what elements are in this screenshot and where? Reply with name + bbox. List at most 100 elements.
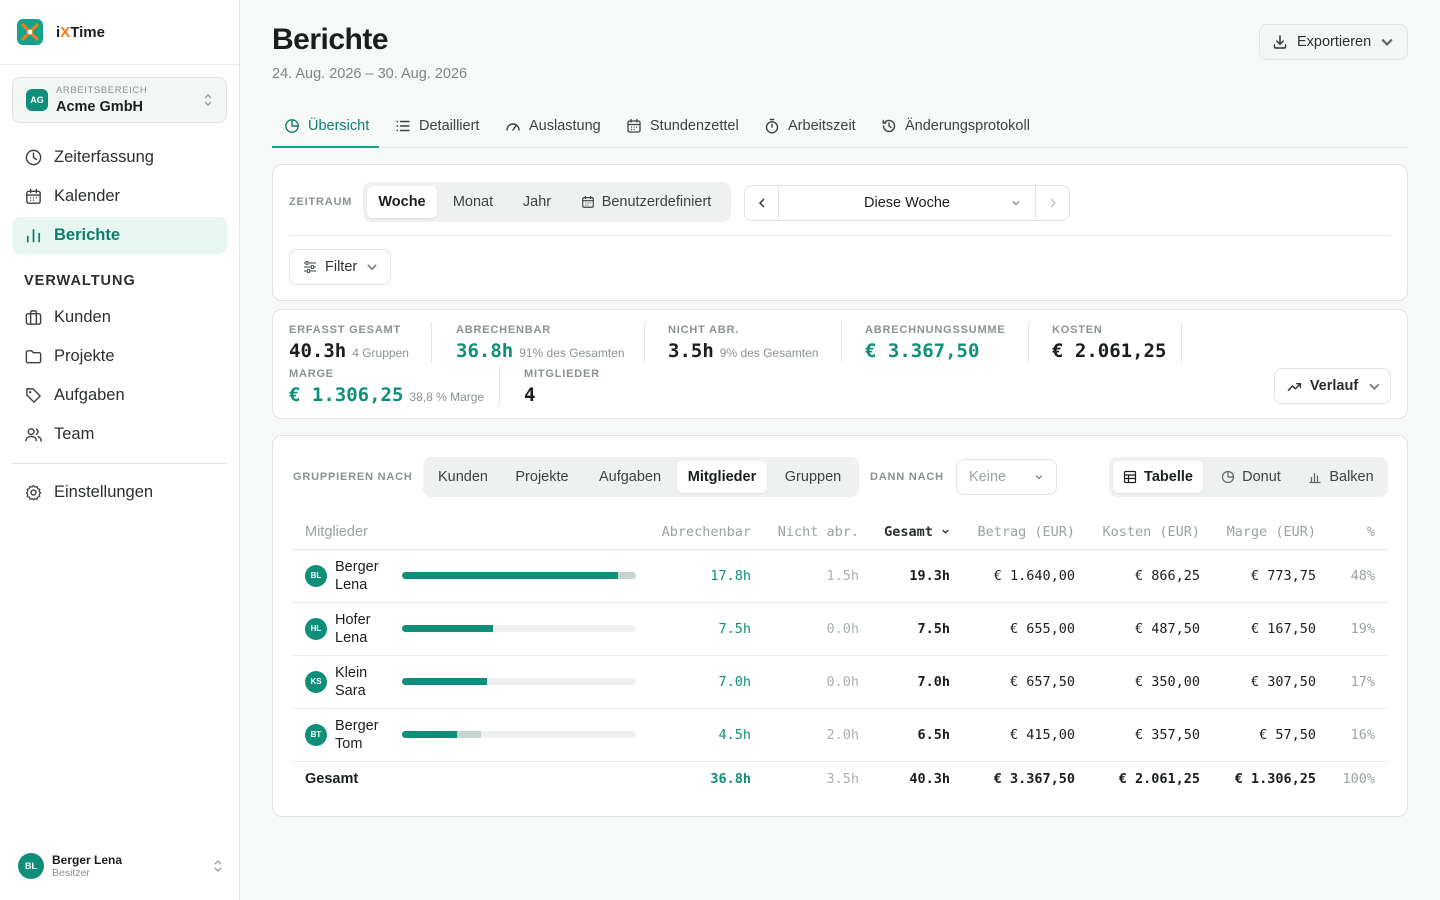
stat-hint: 38,8 % Marge — [409, 390, 485, 404]
stat-hint: 91% des Gesamten — [519, 346, 625, 360]
download-icon — [1273, 35, 1287, 49]
view-donut[interactable]: Donut — [1207, 461, 1295, 493]
calendar-icon — [26, 188, 41, 204]
list-icon — [396, 120, 410, 132]
table-row[interactable]: HL Hofer Lena 7.5h 0.0h 7.5h € 655,00 € … — [293, 602, 1387, 656]
app-name-x: X — [60, 23, 71, 41]
sidebar-item-team[interactable]: Team — [12, 416, 227, 453]
sidebar-item-label: Aufgaben — [54, 386, 125, 404]
users-icon — [25, 428, 42, 442]
table-row[interactable]: BT Berger Tom 4.5h 2.0h 6.5h € 415,00 € … — [293, 708, 1387, 762]
group-by-mitglieder[interactable]: Mitglieder — [677, 461, 767, 493]
column-header-gesamt[interactable]: Gesamt — [871, 516, 962, 550]
table-row[interactable]: KS Klein Sara 7.0h 0.0h 7.0h € 657,50 € … — [293, 655, 1387, 709]
group-by-projekte[interactable]: Projekte — [515, 469, 569, 485]
period-select[interactable]: Diese Woche — [778, 186, 1036, 220]
sidebar-item-kalender[interactable]: Kalender — [12, 178, 227, 215]
period-navigator: Diese Woche — [744, 185, 1070, 221]
member-name: Hofer Lena — [335, 611, 371, 646]
user-name: Berger Lena — [52, 853, 123, 867]
view-label: Donut — [1242, 469, 1281, 485]
period-divider — [289, 235, 1391, 236]
clock-icon — [25, 149, 42, 166]
column-header-mitglieder[interactable]: Mitglieder — [293, 516, 639, 550]
page-title: Berichte — [272, 23, 389, 56]
period-label: ZEITRAUM — [289, 196, 353, 208]
then-by-select[interactable]: Keine — [956, 459, 1057, 495]
sidebar-item-berichte[interactable]: Berichte — [12, 217, 227, 254]
sidebar-item-projekte[interactable]: Projekte — [12, 338, 227, 375]
sidebar-item-zeiterfassung[interactable]: Zeiterfassung — [12, 139, 227, 176]
view-tabelle[interactable]: Tabelle — [1113, 461, 1203, 493]
trend-label: Verlauf — [1309, 378, 1359, 394]
stat-value: 36.8h — [456, 340, 514, 362]
workspace-switcher[interactable]: AG ARBEITSBEREICH Acme GmbH — [12, 77, 227, 123]
column-header-marge[interactable]: Marge (EUR) — [1212, 516, 1328, 550]
member-cell: HL Hofer Lena — [293, 602, 639, 656]
user-menu[interactable]: BL Berger Lena Besitzer — [18, 853, 223, 880]
total-label: Gesamt — [293, 760, 639, 797]
tab-label: Stundenzettel — [650, 118, 739, 134]
period-option-benutzerdefiniert[interactable]: Benutzerdefiniert — [569, 186, 723, 218]
percent-cell: 17% — [1328, 655, 1387, 709]
sidebar-item-kunden[interactable]: Kunden — [12, 299, 227, 336]
tab-detailliert[interactable]: Detailliert — [395, 105, 479, 147]
table-icon — [1123, 470, 1137, 484]
stat-value: € 3.367,50 — [865, 340, 980, 362]
column-header-betrag[interactable]: Betrag (EUR) — [962, 516, 1087, 550]
chevron-left-icon — [758, 198, 765, 208]
tab-stundenzettel[interactable]: Stundenzettel — [626, 105, 739, 147]
group-by-aufgaben[interactable]: Aufgaben — [598, 469, 662, 485]
column-header-kosten[interactable]: Kosten (EUR) — [1087, 516, 1212, 550]
chevron-down-icon — [367, 264, 378, 271]
tab-label: Änderungsprotokoll — [905, 118, 1030, 134]
avatar: KS — [305, 670, 327, 693]
export-button[interactable]: Exportieren — [1259, 24, 1408, 60]
tab-arbeitszeit[interactable]: Arbeitszeit — [764, 105, 856, 147]
non-billable-cell: 0.0h — [763, 655, 871, 709]
member-name: Berger Lena — [335, 558, 379, 593]
next-period-button[interactable] — [1036, 186, 1069, 220]
chevron-up-down-icon — [213, 859, 223, 876]
group-by-gruppen[interactable]: Gruppen — [784, 469, 842, 485]
filter-button[interactable]: Filter — [289, 249, 391, 285]
hours-bar — [402, 678, 636, 685]
cost-cell: € 350,00 — [1087, 655, 1212, 709]
amount-cell: € 415,00 — [962, 708, 1087, 762]
sidebar-item-einstellungen[interactable]: Einstellungen — [12, 474, 227, 511]
stat-divider — [1028, 322, 1029, 362]
tab-uebersicht[interactable]: Übersicht — [272, 105, 379, 148]
column-header-prozent[interactable]: % — [1328, 516, 1387, 550]
sidebar-divider — [12, 463, 227, 464]
chevron-down-icon — [1369, 383, 1380, 390]
member-name: Berger Tom — [335, 717, 379, 752]
bar-chart-icon — [26, 228, 41, 243]
period-option-jahr[interactable]: Jahr — [522, 194, 552, 210]
group-by-kunden[interactable]: Kunden — [438, 469, 488, 485]
tab-label: Übersicht — [308, 117, 370, 134]
previous-period-button[interactable] — [745, 186, 778, 220]
trend-button[interactable]: Verlauf — [1274, 368, 1391, 404]
column-header-abrechenbar[interactable]: Abrechenbar — [639, 516, 763, 550]
amount-cell: € 1.640,00 — [962, 549, 1087, 603]
period-option-woche[interactable]: Woche — [367, 186, 437, 218]
percent-cell: 48% — [1328, 549, 1387, 603]
stat-divider — [841, 322, 842, 362]
total-cell: 7.0h — [871, 655, 962, 709]
table-row[interactable]: BL Berger Lena 17.8h 1.5h 19.3h € 1.640,… — [293, 549, 1387, 603]
tab-aenderungsprotokoll[interactable]: Änderungsprotokoll — [881, 105, 1030, 147]
folder-icon — [25, 350, 42, 364]
period-current: Diese Woche — [864, 195, 950, 211]
date-range: 24. Aug. 2026 – 30. Aug. 2026 — [272, 66, 468, 82]
brand[interactable]: iXTime — [0, 0, 239, 65]
tab-auslastung[interactable]: Auslastung — [505, 105, 601, 147]
sidebar-item-aufgaben[interactable]: Aufgaben — [12, 377, 227, 414]
period-option-monat[interactable]: Monat — [452, 194, 494, 210]
view-balken[interactable]: Balken — [1299, 461, 1383, 493]
stat-margin: MARGE € 1.306,25 38,8 % Marge — [289, 368, 484, 406]
sidebar-item-label: Berichte — [54, 226, 121, 244]
amount-cell: € 657,50 — [962, 655, 1087, 709]
column-header-nicht-abr[interactable]: Nicht abr. — [763, 516, 871, 550]
sidebar-item-label: Kunden — [54, 308, 111, 326]
stat-non-billable: NICHT ABR. 3.5h 9% des Gesamten — [668, 324, 818, 362]
